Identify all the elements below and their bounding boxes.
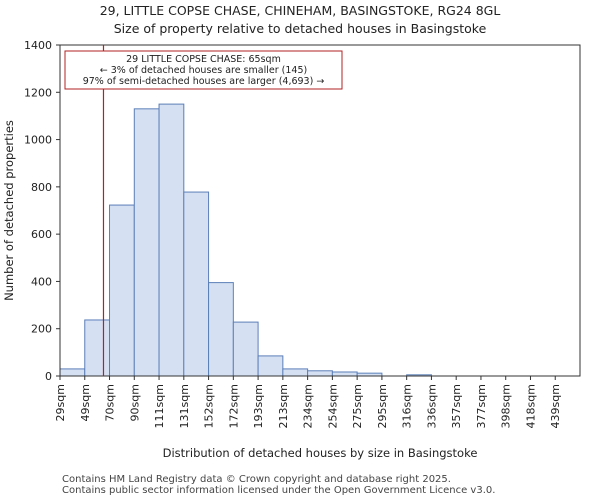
x-tick-label-131sqm: 131sqm	[178, 384, 191, 428]
bar-29sqm	[59, 368, 86, 377]
x-tick-label-213sqm: 213sqm	[277, 384, 290, 428]
x-tick-label-377sqm: 377sqm	[475, 384, 488, 428]
x-tick-label-234sqm: 234sqm	[302, 384, 315, 428]
y-tick-label-0: 0	[45, 370, 52, 383]
x-tick-label-90sqm: 90sqm	[128, 384, 141, 421]
x-tick-label-357sqm: 357sqm	[450, 384, 463, 428]
footer-copyright: Contains HM Land Registry data © Crown c…	[62, 474, 451, 485]
x-tick-label-275sqm: 275sqm	[351, 384, 364, 428]
bar-254sqm	[331, 371, 358, 377]
x-axis-title: Distribution of detached houses by size …	[163, 446, 478, 460]
x-tick-label-254sqm: 254sqm	[326, 384, 339, 428]
y-tick-label-400: 400	[31, 275, 52, 288]
x-tick-label-336sqm: 336sqm	[425, 384, 438, 428]
x-tick-label-172sqm: 172sqm	[227, 384, 240, 428]
y-tick-label-1200: 1200	[24, 86, 52, 99]
y-tick-label-800: 800	[31, 181, 52, 194]
y-tick-label-200: 200	[31, 323, 52, 336]
bar-131sqm	[183, 191, 210, 377]
bar-70sqm	[109, 204, 135, 377]
footer-licence: Contains public sector information licen…	[62, 485, 496, 496]
y-axis-title: Number of detached properties	[2, 120, 16, 301]
annotation-line-3: 97% of semi-detached houses are larger (…	[83, 76, 325, 87]
chart-title-address: 29, LITTLE COPSE CHASE, CHINEHAM, BASING…	[99, 3, 501, 18]
bar-234sqm	[307, 370, 333, 377]
bar-90sqm	[133, 108, 160, 377]
y-tick-label-600: 600	[31, 228, 52, 241]
y-tick-label-1000: 1000	[24, 134, 52, 147]
x-tick-label-152sqm: 152sqm	[203, 384, 216, 428]
x-tick-label-418sqm: 418sqm	[524, 384, 537, 428]
chart-subtitle: Size of property relative to detached ho…	[113, 21, 487, 36]
annotation-line-2: ← 3% of detached houses are smaller (145…	[100, 65, 307, 76]
plot-frame	[59, 44, 581, 377]
bar-49sqm	[84, 319, 111, 377]
x-tick-label-70sqm: 70sqm	[104, 384, 117, 421]
x-tick-label-111sqm: 111sqm	[153, 384, 166, 428]
bar-193sqm	[257, 355, 284, 377]
x-tick-label-49sqm: 49sqm	[79, 384, 92, 421]
x-tick-label-439sqm: 439sqm	[549, 384, 562, 428]
y-tick-label-1400: 1400	[24, 39, 52, 52]
x-tick-label-193sqm: 193sqm	[252, 384, 265, 428]
bar-172sqm	[232, 321, 259, 377]
annotation-line-1: 29 LITTLE COPSE CHASE: 65sqm	[126, 54, 281, 65]
x-tick-label-295sqm: 295sqm	[376, 384, 389, 428]
bar-111sqm	[158, 103, 185, 377]
bar-213sqm	[282, 368, 309, 377]
x-tick-label-29sqm: 29sqm	[54, 384, 67, 421]
annotation-box	[64, 50, 343, 90]
bar-152sqm	[208, 282, 234, 377]
x-tick-label-316sqm: 316sqm	[401, 384, 414, 428]
x-tick-label-398sqm: 398sqm	[500, 384, 513, 428]
